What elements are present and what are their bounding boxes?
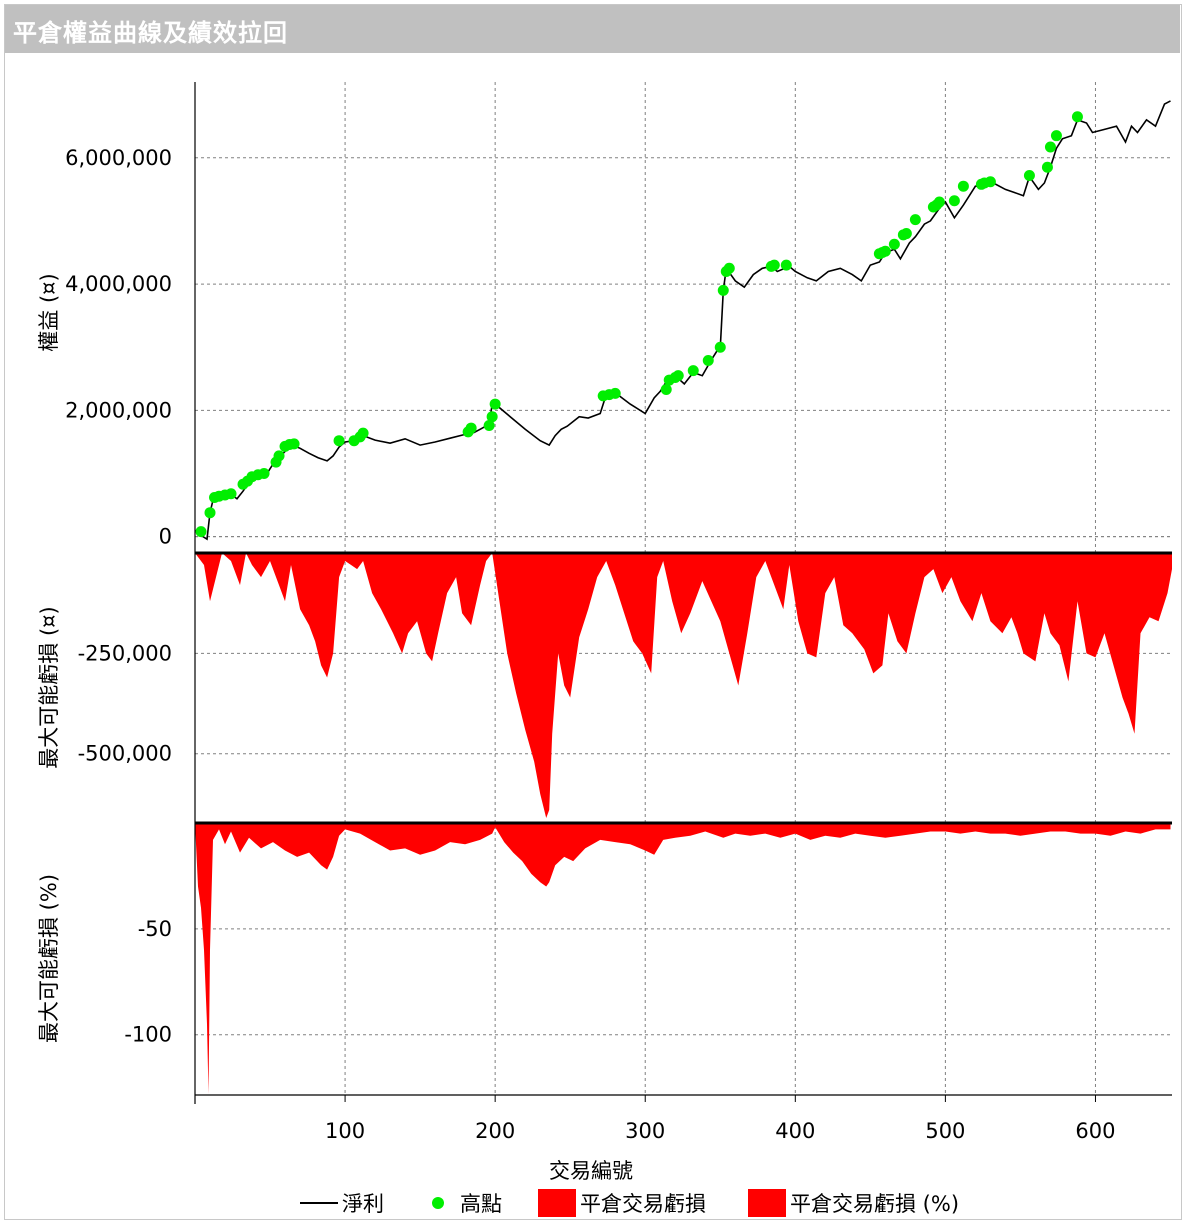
dot-swatch-icon [432, 1197, 444, 1209]
x-tick-label: 600 [1075, 1119, 1115, 1143]
line-swatch-icon [300, 1202, 338, 1204]
high-point-marker [195, 526, 207, 538]
legend-closed-loss: 平倉交易虧損 [538, 1188, 706, 1218]
y-axis-title: 權益 (¤) [37, 273, 61, 351]
high-point-marker [780, 259, 792, 271]
drawdown-area [195, 553, 1172, 818]
net-profit-line [194, 100, 1171, 541]
high-point-marker [900, 228, 912, 240]
x-tick-label: 400 [775, 1119, 815, 1143]
high-point-marker [1071, 111, 1083, 123]
high-point-marker [957, 180, 969, 192]
high-point-marker [486, 411, 498, 423]
high-point-marker [714, 341, 726, 353]
high-point-marker [888, 238, 900, 250]
high-point-marker [879, 245, 891, 257]
legend-net-profit: 淨利 [300, 1188, 384, 1218]
legend-closed-loss-label: 平倉交易虧損 [580, 1192, 706, 1216]
y-tick-label: -250,000 [78, 641, 172, 665]
high-point-marker [984, 176, 996, 188]
high-point-marker [1050, 130, 1062, 142]
x-tick-label: 300 [625, 1119, 665, 1143]
high-point-marker [687, 365, 699, 377]
title-bar: 平倉權益曲線及績效拉回 [5, 5, 1180, 53]
y-tick-label: -100 [124, 1023, 172, 1047]
legend-closed-loss-pct-label: 平倉交易虧損 (%) [790, 1192, 960, 1216]
x-tick-label: 100 [325, 1119, 365, 1143]
high-point-marker [288, 438, 300, 450]
y-axis-title: 最大可能虧損 (%) [37, 874, 61, 1043]
high-point-marker [723, 262, 735, 274]
red-swatch-icon [748, 1189, 786, 1217]
high-point-marker [609, 387, 621, 399]
y-tick-label: 6,000,000 [65, 146, 172, 170]
high-point-marker [225, 488, 237, 500]
high-point-marker [768, 259, 780, 271]
high-point-marker [273, 450, 285, 462]
high-point-marker [660, 384, 672, 396]
high-point-marker [948, 195, 960, 207]
high-point-marker [1041, 161, 1053, 173]
high-point-marker [489, 398, 501, 410]
high-point-marker [258, 468, 270, 480]
x-axis-label: 交易編號 [549, 1159, 633, 1183]
x-tick-label: 500 [925, 1119, 965, 1143]
y-tick-label: 4,000,000 [65, 272, 172, 296]
high-point-marker [717, 284, 729, 296]
legend-highs-label: 高點 [460, 1192, 502, 1216]
high-point-marker [1044, 141, 1056, 153]
y-tick-label: 0 [159, 525, 172, 549]
x-tick-label: 200 [475, 1119, 515, 1143]
high-point-marker [909, 214, 921, 226]
high-point-marker [465, 422, 477, 434]
window-title: 平倉權益曲線及績效拉回 [13, 19, 288, 47]
high-point-marker [357, 427, 369, 439]
chart-window [4, 4, 1182, 1220]
legend-closed-loss-pct: 平倉交易虧損 (%) [748, 1188, 959, 1218]
legend-net-profit-label: 淨利 [342, 1192, 384, 1216]
high-point-marker [702, 354, 714, 366]
legend-highs: 高點 [432, 1188, 502, 1218]
high-point-marker [1023, 169, 1035, 181]
y-axis-title: 最大可能虧損 (¤) [37, 606, 61, 768]
high-point-marker [672, 370, 684, 382]
high-point-marker [204, 507, 216, 519]
high-point-marker [483, 420, 495, 432]
legend: 淨利 高點 平倉交易虧損 平倉交易虧損 (%) [0, 1188, 1182, 1218]
high-point-marker [333, 435, 345, 447]
red-swatch-icon [538, 1189, 576, 1217]
high-point-marker [933, 196, 945, 208]
y-tick-label: -50 [138, 917, 172, 941]
y-tick-label: -500,000 [78, 742, 172, 766]
y-tick-label: 2,000,000 [65, 398, 172, 422]
drawdown-pct-area [195, 823, 1171, 1094]
